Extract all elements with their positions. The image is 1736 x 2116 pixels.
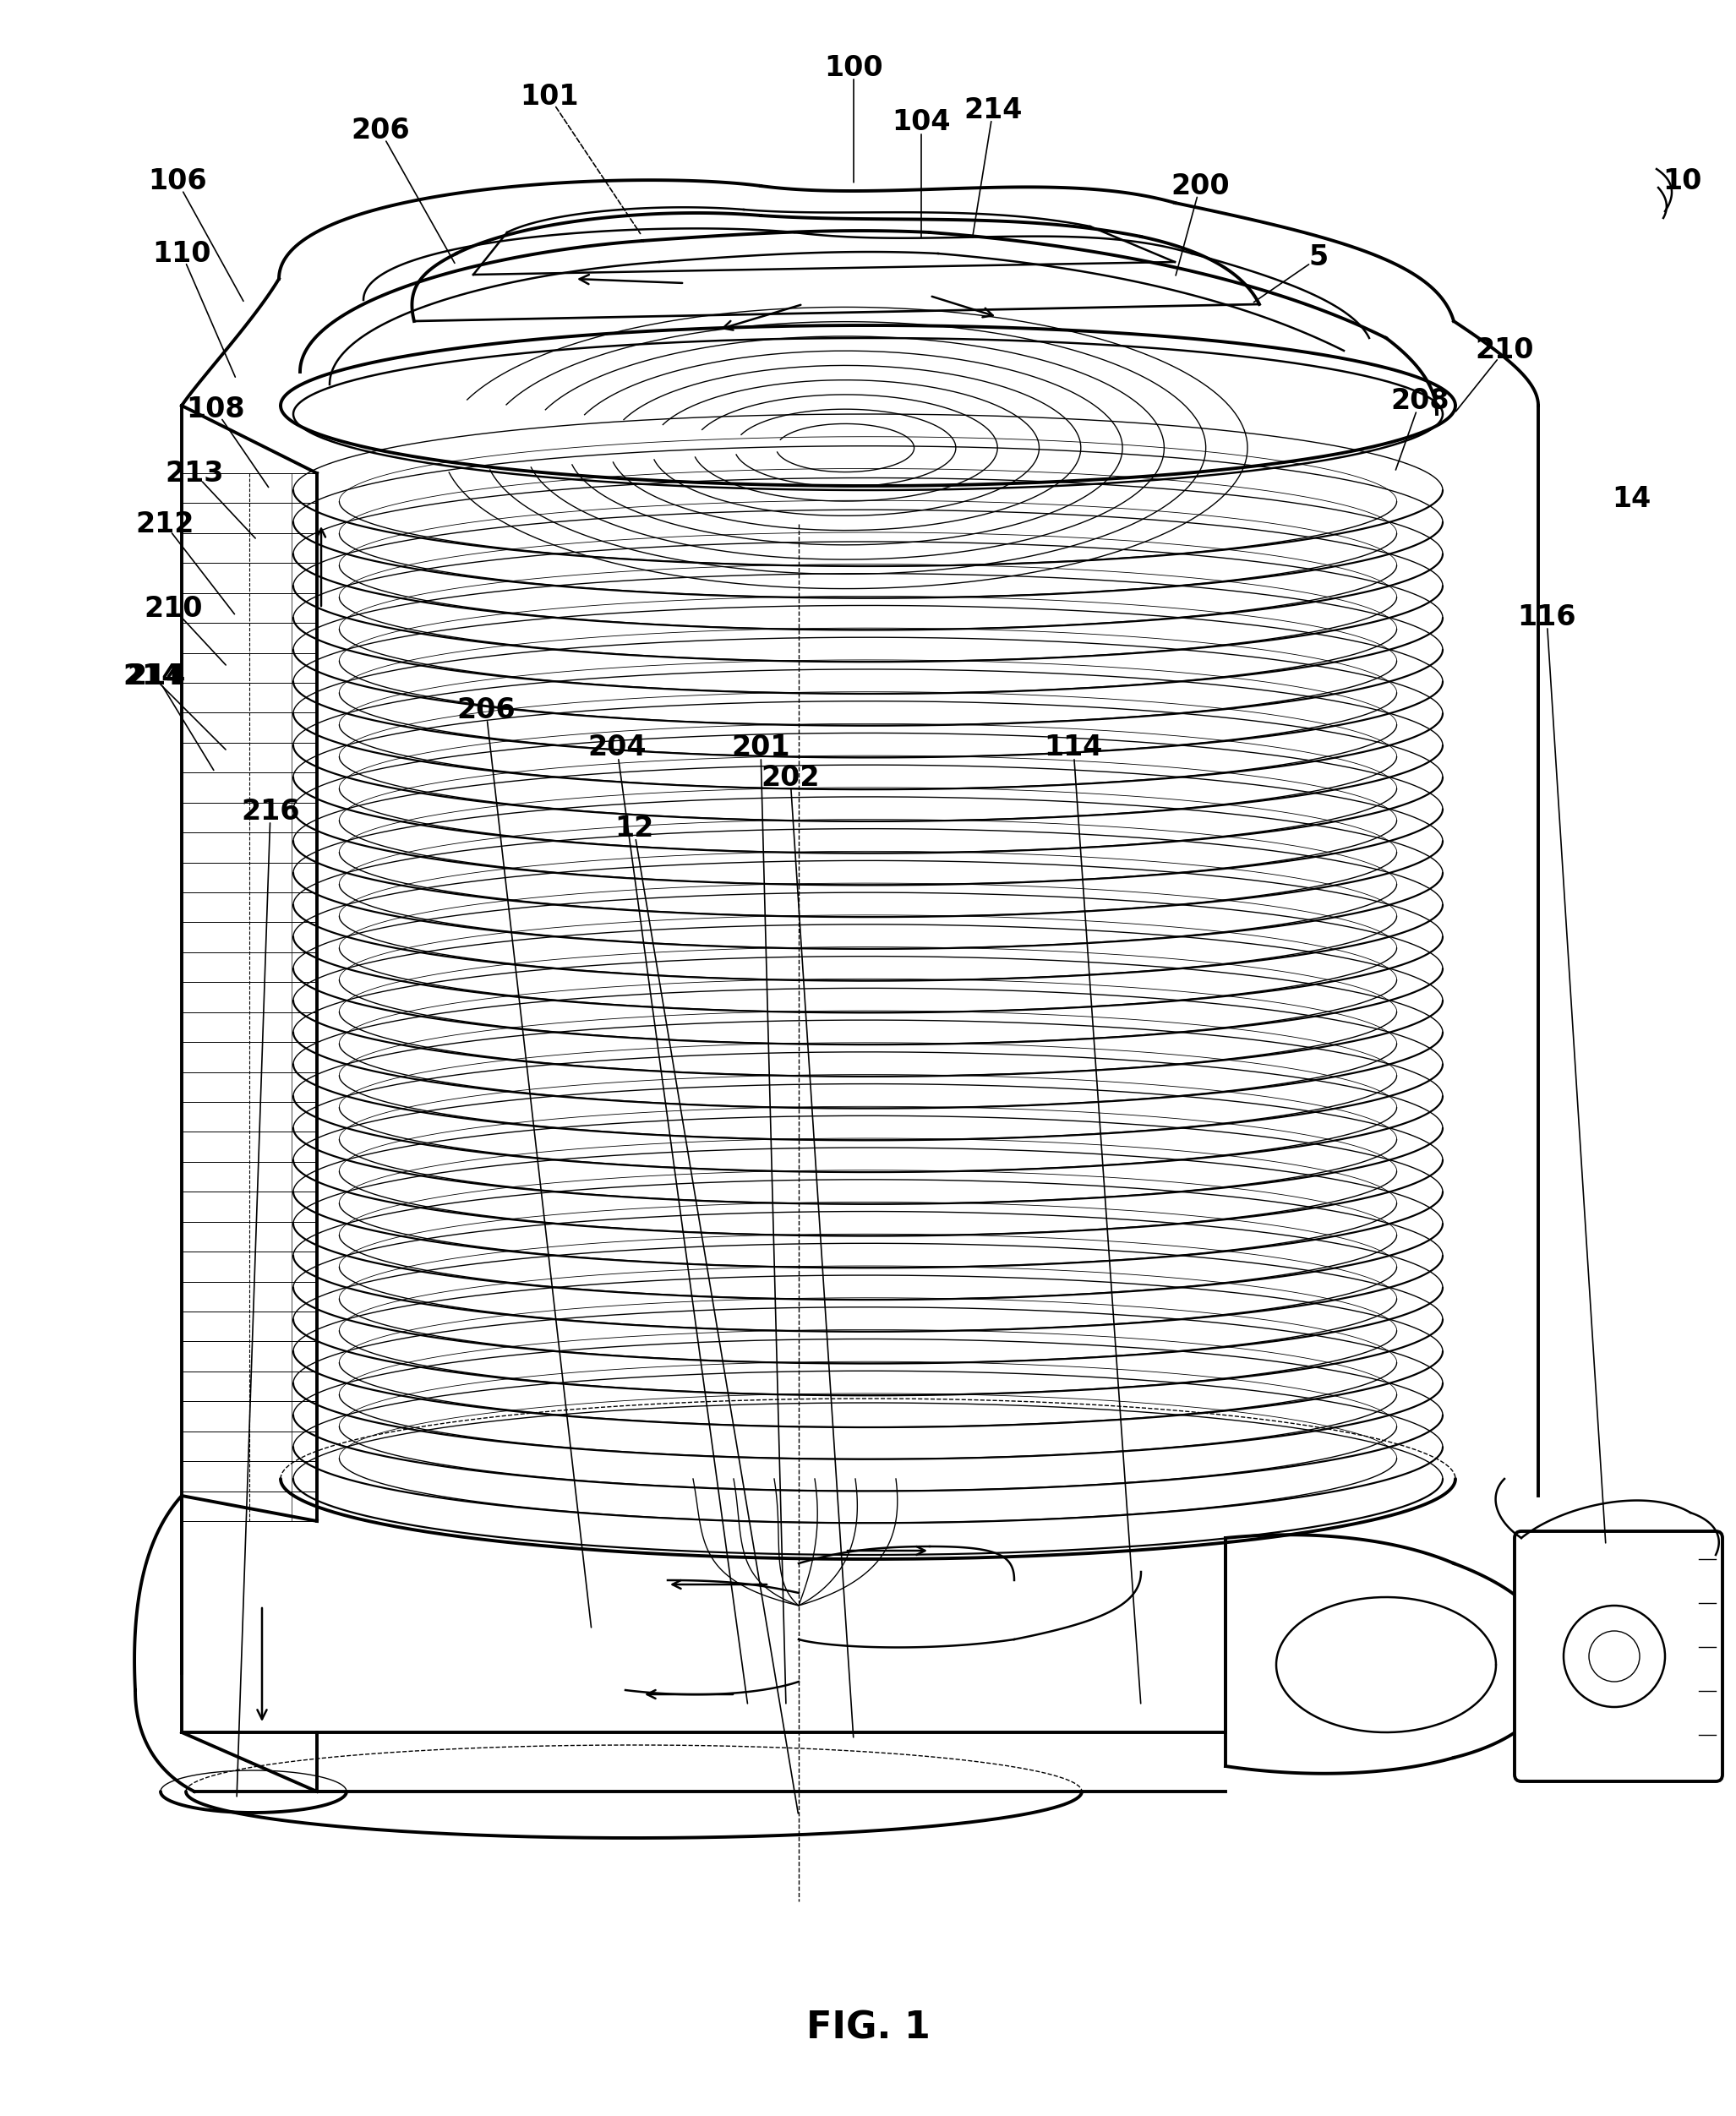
Text: 110: 110 [153, 239, 212, 267]
Text: 106: 106 [148, 167, 207, 195]
Text: 214: 214 [127, 662, 186, 690]
Text: 206: 206 [457, 696, 516, 724]
Text: 214: 214 [963, 95, 1023, 125]
Text: 100: 100 [825, 53, 884, 83]
Text: 216: 216 [241, 798, 300, 825]
Text: 213: 213 [165, 459, 224, 487]
Text: 5: 5 [1309, 243, 1328, 271]
Text: 210: 210 [144, 595, 203, 622]
Text: 200: 200 [1170, 171, 1229, 199]
Text: 210: 210 [1476, 336, 1535, 364]
Text: 208: 208 [1391, 387, 1450, 415]
Text: 104: 104 [892, 108, 951, 135]
Text: 108: 108 [186, 396, 245, 423]
Text: 14: 14 [1611, 485, 1651, 512]
FancyBboxPatch shape [1514, 1532, 1722, 1782]
Text: 10: 10 [1663, 167, 1701, 195]
Text: 212: 212 [135, 510, 194, 537]
Text: 116: 116 [1517, 603, 1576, 631]
Text: 202: 202 [760, 764, 819, 791]
Text: 101: 101 [521, 83, 578, 112]
Text: FIG. 1: FIG. 1 [806, 2010, 930, 2046]
Text: 204: 204 [587, 734, 646, 762]
Text: 12: 12 [615, 815, 653, 842]
Text: 201: 201 [731, 734, 790, 762]
Text: 114: 114 [1043, 734, 1102, 762]
Text: 214: 214 [123, 662, 182, 690]
Text: 206: 206 [351, 116, 410, 144]
